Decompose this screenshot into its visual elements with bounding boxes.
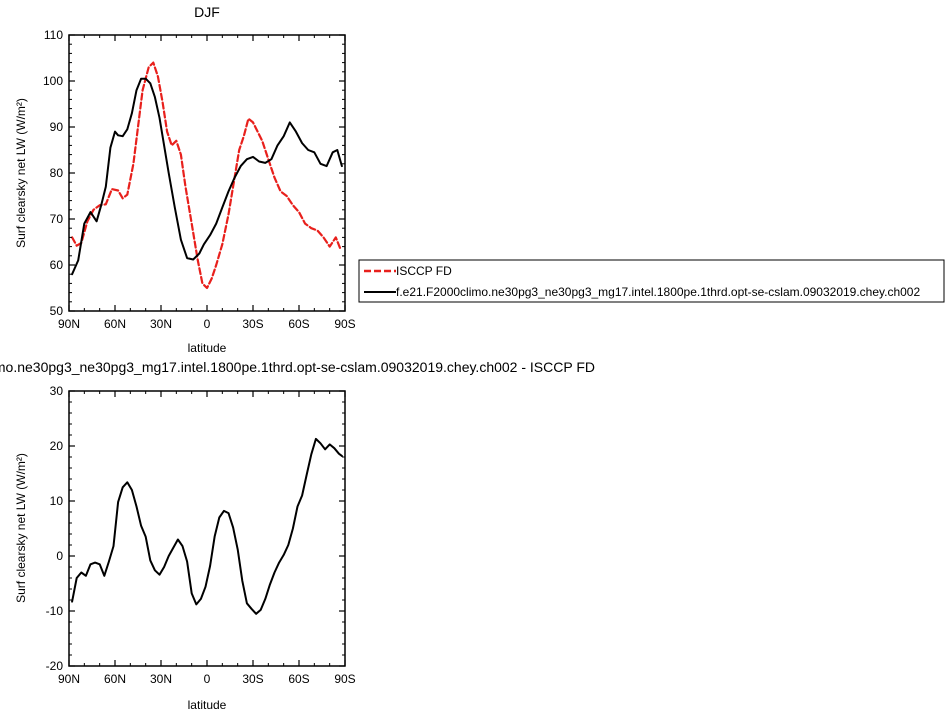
bottom-x-tick-label: 30S xyxy=(242,672,263,686)
bottom-chart-title: f.e21.F2000climo.ne30pg3_ne30pg3_mg17.in… xyxy=(0,359,595,375)
bottom-y-tick-label: 0 xyxy=(56,549,63,563)
bottom-x-tick-label: 60N xyxy=(104,672,126,686)
bottom-x-tick-label: 60S xyxy=(288,672,309,686)
bottom-x-axis-label: latitude xyxy=(188,698,227,712)
top-x-tick-label: 60S xyxy=(288,317,309,331)
top-series-line-2 xyxy=(71,77,343,276)
bottom-x-tick-label: 90S xyxy=(334,672,355,686)
bottom-y-axis-label: Surf clearsky net LW (W/m²) xyxy=(14,453,28,603)
top-series-line-1 xyxy=(70,61,342,290)
top-y-axis-label: Surf clearsky net LW (W/m²) xyxy=(14,98,28,248)
top-x-tick-label: 30S xyxy=(242,317,263,331)
bottom-series-line-1 xyxy=(71,437,343,615)
top-y-tick-label: 50 xyxy=(50,304,64,318)
bottom-x-tick-label: 30N xyxy=(150,672,172,686)
legend-label-model: f.e21.F2000climo.ne30pg3_ne30pg3_mg17.in… xyxy=(396,285,920,299)
top-x-tick-label: 90S xyxy=(334,317,355,331)
top-y-tick-label: 90 xyxy=(50,120,64,134)
bottom-y-tick-label: 30 xyxy=(50,384,64,398)
top-y-tick-label: 110 xyxy=(44,28,63,42)
top-y-tick-label: 80 xyxy=(50,166,64,180)
bottom-plot-frame xyxy=(68,390,346,667)
top-x-tick-label: 30N xyxy=(150,317,172,331)
legend-label-isccp: ISCCP FD xyxy=(396,264,452,278)
top-x-tick-label: 0 xyxy=(204,317,211,331)
bottom-y-tick-label: 20 xyxy=(50,439,64,453)
bottom-series-layer xyxy=(71,437,343,615)
top-series-layer xyxy=(70,61,343,290)
top-plot-frame xyxy=(68,34,346,312)
legend: ISCCP FD f.e21.F2000climo.ne30pg3_ne30pg… xyxy=(358,259,945,303)
panel-bottom: f.e21.F2000climo.ne30pg3_ne30pg3_mg17.in… xyxy=(0,359,595,712)
bottom-y-tick-label: 10 xyxy=(50,494,64,508)
top-axes: 90N 60N 30N 0 30S 60S 90S 50 60 70 80 90 100 110 xyxy=(43,28,356,331)
bottom-x-tick-label: 90N xyxy=(58,672,80,686)
top-y-tick-label: 100 xyxy=(43,74,63,88)
bottom-y-tick-label: -20 xyxy=(46,659,64,673)
bottom-x-tick-label: 0 xyxy=(204,672,211,686)
top-x-tick-label: 90N xyxy=(58,317,80,331)
top-y-tick-label: 60 xyxy=(50,258,64,272)
top-chart-title: DJF xyxy=(194,4,220,20)
legend-box xyxy=(358,259,945,303)
bottom-y-tick-label: -10 xyxy=(46,604,64,618)
top-x-tick-label: 60N xyxy=(104,317,126,331)
panel-top: DJF 90N 60N 30N 0 30S 60S 90S5060708090100110 … xyxy=(14,4,356,355)
top-x-axis-label: latitude xyxy=(188,341,227,355)
top-y-tick-label: 70 xyxy=(50,212,64,226)
bottom-axes: 90N 60N 30N 0 30S 60S 90S -20 -10 0 10 20 30 xyxy=(46,384,356,686)
